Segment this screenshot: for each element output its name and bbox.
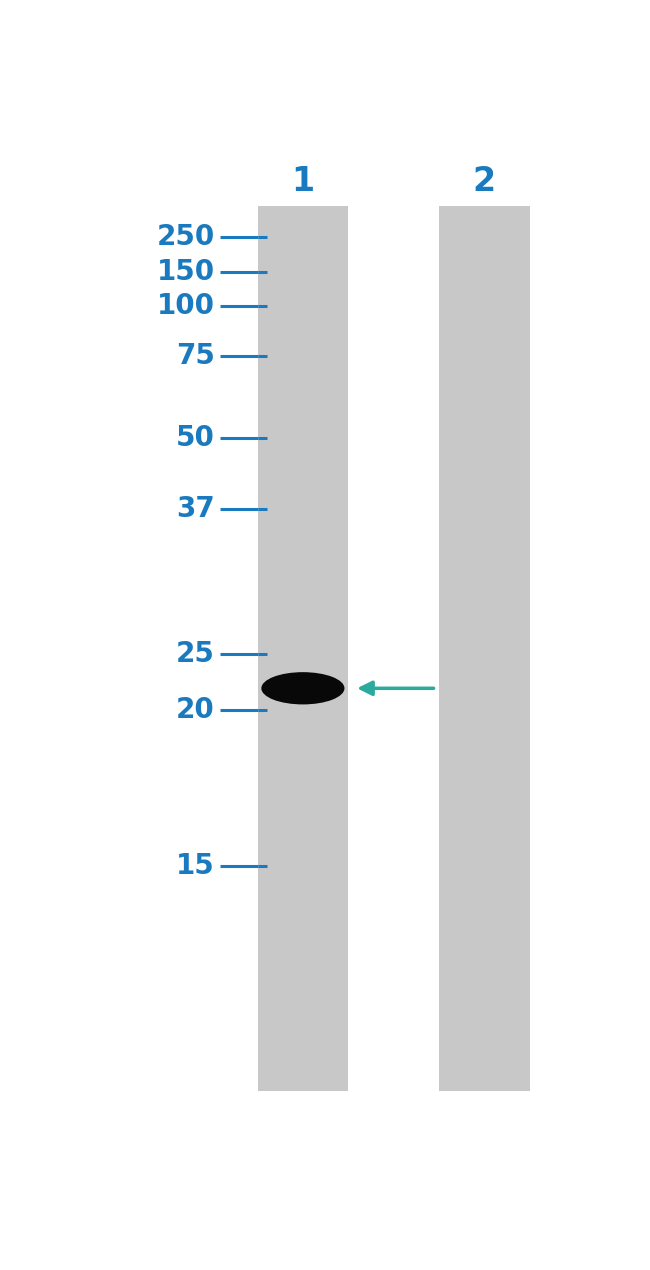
Text: 37: 37 (176, 495, 214, 523)
Bar (257, 206, 348, 1091)
Text: 25: 25 (176, 640, 214, 668)
Bar (439, 206, 530, 1091)
Ellipse shape (261, 672, 344, 705)
Text: 50: 50 (176, 424, 214, 452)
Text: 150: 150 (157, 258, 215, 286)
Text: 100: 100 (157, 292, 215, 320)
Text: 20: 20 (176, 696, 214, 724)
Text: 2: 2 (473, 165, 496, 198)
Text: 15: 15 (176, 852, 214, 880)
Text: 1: 1 (291, 165, 315, 198)
Text: 250: 250 (157, 224, 215, 251)
Text: 75: 75 (176, 342, 214, 370)
